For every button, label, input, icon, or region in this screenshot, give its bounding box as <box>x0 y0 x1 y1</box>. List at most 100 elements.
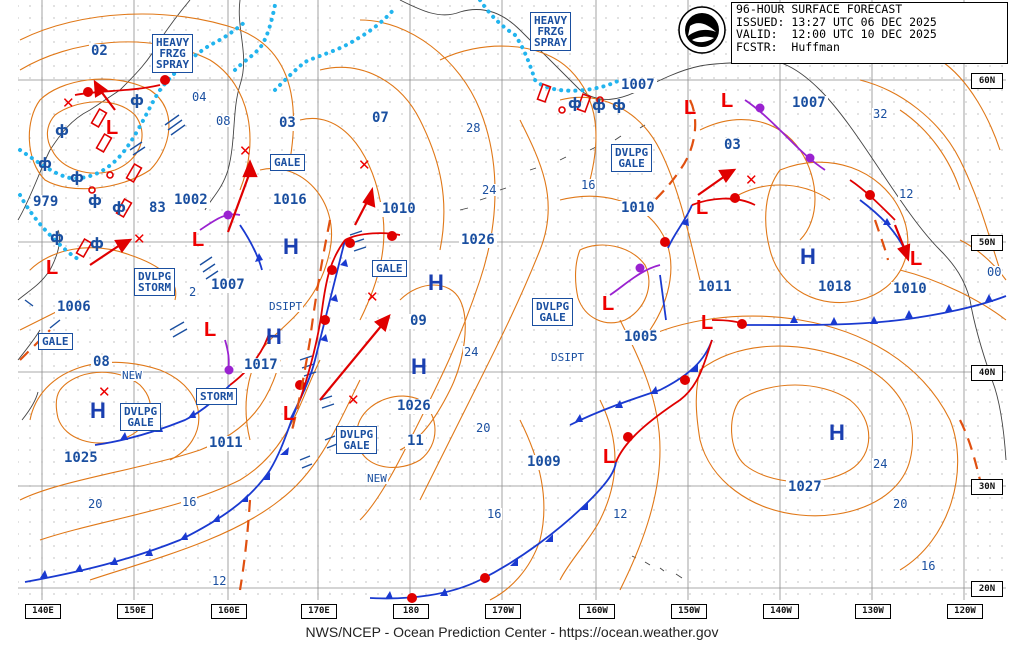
coastlines <box>17 0 1007 579</box>
isobar-label: 12 <box>898 187 915 201</box>
low-pressure-symbol: L <box>603 446 616 468</box>
pressure-value: 83 <box>147 200 168 216</box>
pressure-value: 1010 <box>619 200 657 216</box>
gale-warning: GALE <box>38 333 73 350</box>
header-forecaster: FCSTR: Huffman <box>736 39 840 54</box>
coast-kamchatka <box>204 0 245 211</box>
isobar-label: 16 <box>580 178 597 192</box>
pressure-value: 1018 <box>816 279 854 295</box>
pressure-value: 1025 <box>62 450 100 466</box>
header-title: 96-HOUR SURFACE FORECAST <box>736 2 903 16</box>
high-pressure-symbol: H <box>283 234 299 259</box>
low-pressure-symbol: L <box>283 403 296 425</box>
high-pressure-symbol: H <box>800 244 816 269</box>
lon-label: 140E <box>25 604 61 619</box>
lon-label: 150E <box>117 604 153 619</box>
isobar-label: 28 <box>465 121 482 135</box>
pressure-value: 1009 <box>525 454 563 470</box>
developing-gale-warning: DVLPG GALE <box>611 144 653 172</box>
coast-hawaii <box>631 555 683 579</box>
pressure-value: 1017 <box>242 357 280 373</box>
high-pressure-symbol: H <box>411 354 427 379</box>
lon-label: 130W <box>855 604 891 619</box>
cold-front-central <box>369 461 617 600</box>
pressure-value: 979 <box>31 194 61 210</box>
isobar-label: 12 <box>211 574 228 588</box>
developing-storm-warning: DVLPG STORM <box>134 268 176 296</box>
pressure-value: 11 <box>405 433 426 449</box>
pressure-value: 03 <box>722 137 743 153</box>
svg-text:ф: ф <box>112 200 126 216</box>
high-pressure-symbol: H <box>90 398 106 423</box>
pressure-value: 02 <box>89 43 110 59</box>
x-marker: ✕ <box>98 384 111 401</box>
lat-label: 20N <box>971 581 1003 597</box>
pressure-value: 1011 <box>207 435 245 451</box>
lon-label: 170E <box>301 604 337 619</box>
cold-front-mid <box>569 339 713 426</box>
wind-barbs <box>24 114 367 469</box>
pressure-value: 1010 <box>380 201 418 217</box>
svg-text:ф: ф <box>38 156 52 172</box>
pressure-value: 1007 <box>209 277 247 293</box>
isobar-label: 24 <box>463 345 480 359</box>
pressure-value: 1011 <box>696 279 734 295</box>
isobar-label: 24 <box>872 457 889 471</box>
footer-credit: NWS/NCEP - Ocean Prediction Center - htt… <box>305 624 719 640</box>
isobar-label: 20 <box>475 421 492 435</box>
lon-label: 160E <box>211 604 247 619</box>
isobar-label: 16 <box>920 559 937 573</box>
isobar-label: 12 <box>612 507 629 521</box>
isobar-label: 2 <box>188 285 198 299</box>
low-pressure-symbol: L <box>106 117 119 139</box>
lat-label: 50N <box>971 235 1003 251</box>
pressure-value: 03 <box>277 115 298 131</box>
cold-front-sub <box>659 274 667 321</box>
isobar-label: 08 <box>215 114 232 128</box>
developing-gale-warning: DVLPG GALE <box>336 426 378 454</box>
header-issued: ISSUED: 13:27 UTC 06 DEC 2025 <box>736 14 937 29</box>
isobar-label: 20 <box>87 497 104 511</box>
low-pressure-symbol: L <box>602 293 615 315</box>
developing-gale-warning: DVLPG GALE <box>532 298 574 326</box>
low-pressure-symbol: L <box>910 248 923 270</box>
heavy-freezing-spray-warning: HEAVY FRZG SPRAY <box>530 12 572 51</box>
pressure-value: 1007 <box>619 77 657 93</box>
x-marker: ✕ <box>358 157 371 174</box>
troughs <box>19 99 982 591</box>
x-marker: ✕ <box>239 143 252 160</box>
forecast-header: 96-HOUR SURFACE FORECAST ISSUED: 13:27 U… <box>731 2 1008 64</box>
lon-label: 120W <box>947 604 983 619</box>
pressure-value: 1005 <box>622 329 660 345</box>
low-pressure-symbol: L <box>701 312 714 334</box>
pressure-value: 1027 <box>786 479 824 495</box>
gale-warning: GALE <box>270 154 305 171</box>
new-label: NEW <box>121 369 143 382</box>
cold-front-pips <box>40 218 993 599</box>
low-pressure-symbol: L <box>204 319 217 341</box>
new-label: NEW <box>366 472 388 485</box>
low-pressure-symbol: L <box>46 257 59 279</box>
isobar-label: 16 <box>181 495 198 509</box>
coast-aleutians <box>459 124 646 211</box>
lon-label: 170W <box>485 604 521 619</box>
dissipating-label: DSIPT <box>268 300 304 313</box>
isobar-label: 04 <box>191 90 208 104</box>
svg-text:ф: ф <box>130 93 144 109</box>
low-pressure-symbol: L <box>684 97 697 119</box>
high-pressure-symbol: H <box>829 420 845 445</box>
isobar-label: 24 <box>481 183 498 197</box>
lon-label: 160W <box>579 604 615 619</box>
x-marker: ✕ <box>62 95 75 112</box>
noaa-logo <box>678 6 726 54</box>
svg-text:ф: ф <box>50 230 64 246</box>
motion-arrows <box>89 79 911 401</box>
lon-label: 180 <box>393 604 429 619</box>
lat-label: 40N <box>971 365 1003 381</box>
svg-text:ф: ф <box>55 123 69 139</box>
lon-label: 150W <box>671 604 707 619</box>
coast-alaska <box>399 0 971 301</box>
heavy-freezing-spray-warning: HEAVY FRZG SPRAY <box>152 34 194 73</box>
freezing-spray-symbols <box>75 83 604 259</box>
